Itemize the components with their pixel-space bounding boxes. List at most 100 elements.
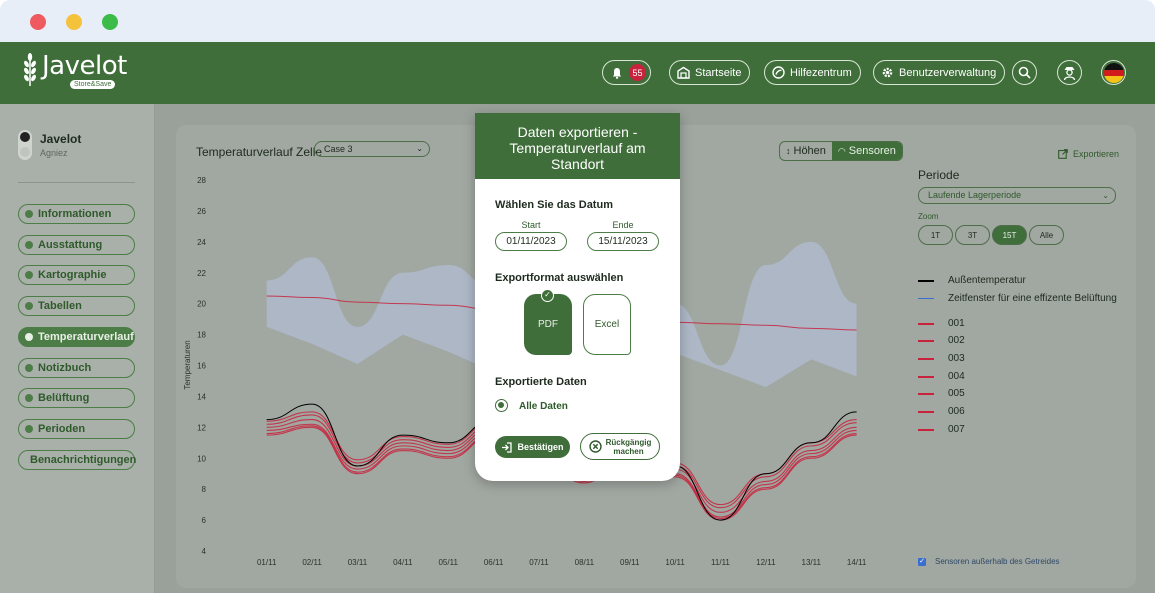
format-excel-option[interactable]: Excel	[583, 294, 631, 355]
window-titlebar	[0, 0, 1155, 42]
zoom-1t-button[interactable]: 1T	[918, 225, 953, 245]
format-pdf-option[interactable]: PDF	[524, 294, 572, 355]
zoom-label: Zoom	[918, 212, 939, 221]
toggle-sensors-button[interactable]: ◠ Sensoren	[831, 142, 902, 160]
bullet-icon	[25, 394, 33, 402]
checkmark-icon: ✓	[918, 557, 926, 566]
legend-swatch	[918, 322, 934, 325]
sidebar-item-temperaturverlauf[interactable]: Temperaturverlauf	[18, 327, 135, 347]
undo-button[interactable]: Rückgängig machen	[580, 433, 660, 460]
legend-item[interactable]: 002	[918, 335, 965, 346]
nav-help-button[interactable]: Hilfezentrum	[764, 60, 861, 85]
external-link-icon	[1058, 149, 1068, 159]
nav-home-button[interactable]: Startseite	[669, 60, 751, 85]
top-navbar: Javelot Store&Save 55 Startseite Hilfeze…	[0, 42, 1155, 104]
legend-item[interactable]: 003	[918, 353, 965, 364]
x-tick-label: 07/11	[529, 558, 549, 567]
app-name: Javelot	[42, 51, 127, 81]
x-tick-label: 04/11	[393, 558, 413, 567]
help-center-icon	[771, 66, 785, 80]
window-minimize-button[interactable]	[66, 14, 82, 30]
legend-item[interactable]: 007	[918, 424, 965, 435]
end-date-label: Ende	[612, 220, 634, 230]
sidebar-item-notizbuch[interactable]: Notizbuch	[18, 358, 135, 378]
selected-check-icon: ✓	[541, 289, 554, 302]
zoom-3t-button[interactable]: 3T	[955, 225, 990, 245]
x-tick-label: 05/11	[438, 558, 458, 567]
start-date-field[interactable]: 01/11/2023	[495, 232, 567, 251]
y-tick-label: 20	[197, 300, 206, 309]
wheat-icon	[24, 53, 36, 86]
legend-item[interactable]: Außentemperatur	[918, 275, 1026, 286]
sidebar-item-ausstattung[interactable]: Ausstattung	[18, 235, 135, 255]
sidebar-item-perioden[interactable]: Perioden	[18, 419, 135, 439]
sidebar-item-benachrichtigungen[interactable]: Benachrichtigungen	[18, 450, 136, 470]
x-tick-label: 14/11	[847, 558, 867, 567]
legend-swatch	[918, 279, 934, 282]
user-avatar-button[interactable]	[1057, 60, 1082, 85]
y-tick-label: 14	[197, 392, 206, 401]
window-close-button[interactable]	[30, 14, 46, 30]
y-tick-label: 28	[197, 176, 206, 185]
chart-title: Temperaturverlauf Zelle	[196, 145, 323, 159]
start-date-label: Start	[521, 220, 541, 230]
chevron-down-icon: ⌄	[416, 144, 423, 153]
export-link-label: Exportieren	[1073, 149, 1120, 159]
legend-label: 001	[948, 318, 965, 329]
undo-label-line1: Rückgängig	[605, 437, 652, 447]
notifications-button[interactable]: 55	[602, 60, 651, 85]
window-maximize-button[interactable]	[102, 14, 118, 30]
sidebar-item-label: Perioden	[38, 423, 86, 435]
nav-users-button[interactable]: Benutzerverwaltung	[873, 60, 1006, 85]
legend-item[interactable]: 005	[918, 388, 965, 399]
y-tick-label: 24	[197, 238, 206, 247]
x-tick-label: 06/11	[484, 558, 504, 567]
language-button[interactable]	[1101, 60, 1126, 85]
x-tick-label: 11/11	[711, 558, 730, 567]
legend-swatch	[918, 410, 934, 413]
export-modal: Daten exportieren - Temperaturverlauf am…	[475, 113, 680, 481]
legend-item[interactable]: Zeitfenster für eine effizente Belüftung	[918, 293, 1117, 304]
sidebar: Javelot Agniez Informationen Ausstattung…	[0, 104, 155, 593]
legend-label: 003	[948, 353, 965, 364]
end-date-field[interactable]: 15/11/2023	[587, 232, 659, 251]
sidebar-item-kartographie[interactable]: Kartographie	[18, 265, 135, 285]
sidebar-user-name: Javelot	[40, 132, 82, 146]
export-link[interactable]: Exportieren	[1058, 149, 1119, 159]
legend-item[interactable]: 001	[918, 318, 965, 329]
x-tick-label: 09/11	[620, 558, 640, 567]
sensors-outside-checkbox[interactable]: ✓ Sensoren außerhalb des Getreides	[918, 557, 1060, 566]
warehouse-icon	[676, 66, 690, 80]
x-tick-label: 01/11	[257, 558, 277, 567]
sidebar-item-belueftung[interactable]: Belüftung	[18, 388, 135, 408]
y-tick-label: 8	[202, 485, 207, 494]
nav-help-label: Hilfezentrum	[790, 66, 852, 79]
legend-item[interactable]: 004	[918, 371, 965, 382]
zoom-alle-button[interactable]: Alle	[1029, 225, 1064, 245]
sidebar-item-tabellen[interactable]: Tabellen	[18, 296, 135, 316]
sidebar-item-label: Informationen	[38, 208, 112, 220]
sidebar-item-label: Ausstattung	[38, 239, 103, 251]
legend-item[interactable]: 006	[918, 406, 965, 417]
sidebar-item-informationen[interactable]: Informationen	[18, 204, 135, 224]
farmer-avatar-icon	[1063, 67, 1076, 80]
legend-label: Zeitfenster für eine effizente Belüftung	[948, 293, 1117, 304]
case-select[interactable]: Case 3 ⌄	[314, 141, 430, 157]
zoom-15t-button[interactable]: 15T	[992, 225, 1027, 245]
periode-select[interactable]: Laufende Lagerperiode ⌄	[918, 187, 1116, 204]
nav-users-label: Benutzerverwaltung	[899, 66, 997, 79]
legend-swatch	[918, 392, 934, 395]
search-icon	[1018, 66, 1031, 79]
site-toggle[interactable]	[18, 130, 32, 160]
all-data-radio[interactable]	[495, 399, 508, 412]
toggle-heights-label: Höhen	[793, 145, 826, 157]
bullet-icon	[25, 271, 33, 279]
app-logo[interactable]: Javelot Store&Save	[22, 51, 127, 89]
confirm-button[interactable]: Bestätigen	[495, 436, 570, 458]
toggle-heights-button[interactable]: ↕ Höhen	[780, 142, 832, 160]
confirm-label: Bestätigen	[517, 442, 564, 452]
search-button[interactable]	[1012, 60, 1037, 85]
chevron-down-icon: ⌄	[1102, 191, 1109, 200]
x-tick-label: 10/11	[665, 558, 685, 567]
up-down-arrow-icon: ↕	[786, 146, 791, 156]
